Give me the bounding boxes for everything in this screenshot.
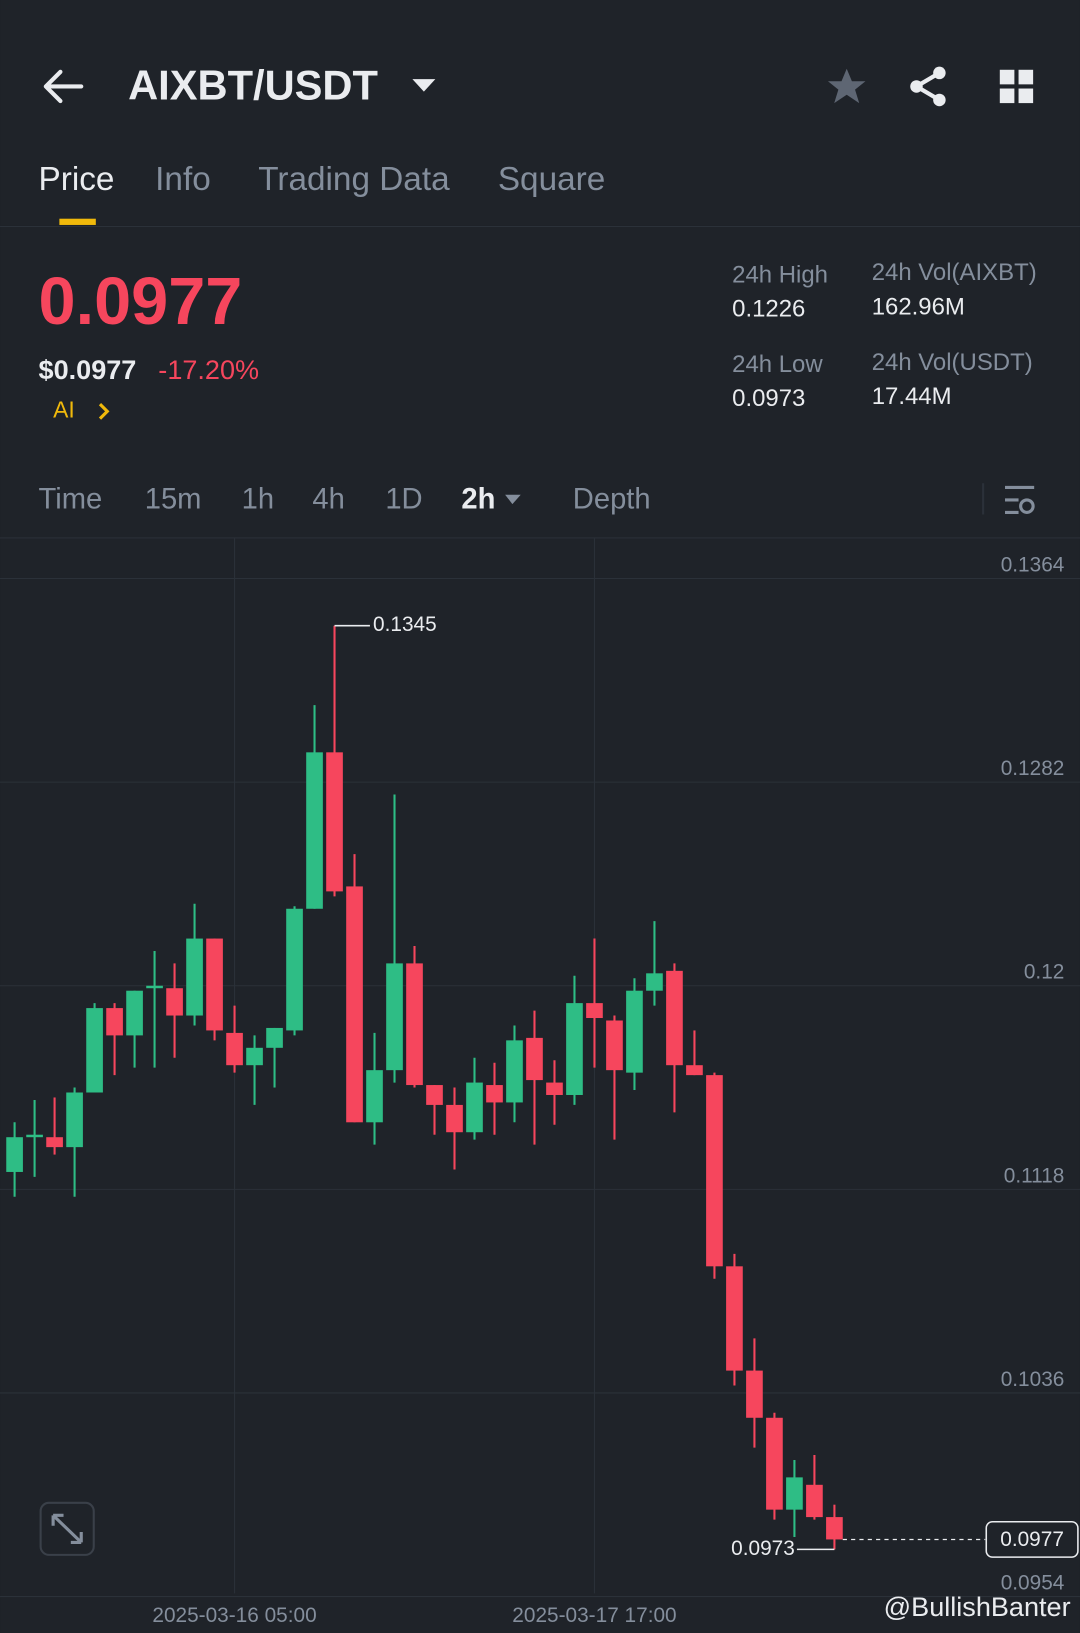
interval[interactable]: Depth <box>573 484 651 516</box>
x-tick-label: 2025-03-17 17:00 <box>512 1604 676 1627</box>
settings-icon[interactable] <box>1005 485 1035 514</box>
ai-chevron[interactable] <box>98 402 110 420</box>
y-tick-label: 0.1282 <box>1001 757 1065 780</box>
candle-body <box>86 1008 103 1093</box>
candle-body <box>446 1104 463 1133</box>
y-tick-label: 0.1364 <box>1001 554 1065 577</box>
candle-body <box>726 1266 743 1371</box>
watermark: @BullishBanter <box>884 1591 1071 1622</box>
interval[interactable]: 4h <box>312 484 344 516</box>
candle-body <box>746 1370 763 1418</box>
candle-body <box>126 990 143 1036</box>
candle-body <box>506 1040 523 1103</box>
max-marker-label: 0.1345 <box>373 613 437 636</box>
candle-body <box>626 990 643 1073</box>
divider <box>0 537 1080 539</box>
tab-indicator <box>59 218 96 225</box>
favorite-icon[interactable] <box>827 68 866 104</box>
stat-label: 24h Low <box>732 351 823 378</box>
candle-body <box>26 1134 43 1138</box>
stat-label: 24h Vol(USDT) <box>872 349 1033 376</box>
tab[interactable]: Info <box>155 161 211 198</box>
candle-body <box>486 1085 503 1103</box>
candle-body <box>466 1082 483 1133</box>
y-tick-label: 0.0954 <box>1001 1572 1065 1595</box>
stat-label: 24h Vol(AIXBT) <box>872 259 1037 286</box>
pair-title[interactable]: AIXBT/USDT <box>128 62 378 109</box>
interval[interactable]: 1h <box>242 484 274 516</box>
last-price: 0.0977 <box>39 265 243 339</box>
ai-link[interactable]: AI <box>53 396 75 422</box>
candle-body <box>546 1082 563 1095</box>
candle-body <box>386 963 403 1071</box>
stat-value: 0.0973 <box>732 385 805 412</box>
candle-body <box>266 1027 283 1048</box>
candle-body <box>226 1032 243 1066</box>
candle-body <box>46 1137 63 1148</box>
candle-body <box>286 908 303 1031</box>
separator <box>982 483 985 515</box>
chart: 0.1364 0.1282 0.12 0.1118 0.1036 0.0954 2025-0… <box>0 538 1080 1627</box>
candle-body <box>666 970 683 1066</box>
pair-caret[interactable] <box>412 79 436 92</box>
min-marker-label: 0.0973 <box>731 1537 795 1560</box>
expand-button[interactable] <box>39 1501 95 1556</box>
candle-body <box>346 886 363 1123</box>
candle-body <box>66 1092 83 1148</box>
candle-body <box>586 1003 603 1019</box>
candle-body <box>186 938 203 1016</box>
last-price-box <box>985 1520 1079 1558</box>
candle-body <box>306 752 323 909</box>
candle-body <box>426 1085 443 1105</box>
price-change: -17.20% <box>158 354 259 385</box>
candle-body <box>326 752 343 892</box>
stat-label: 24h High <box>732 261 828 288</box>
candle-body <box>526 1037 543 1081</box>
candle-body <box>686 1065 703 1076</box>
candle-body <box>766 1417 783 1510</box>
candle-body <box>246 1047 263 1066</box>
candle-body <box>166 988 183 1016</box>
y-tick-label: 0.1036 <box>1001 1368 1065 1391</box>
candle-body <box>406 963 423 1086</box>
candle-body <box>786 1477 803 1510</box>
interval-active[interactable]: 2h <box>461 484 495 516</box>
divider <box>0 225 1080 228</box>
candle-body <box>6 1137 23 1172</box>
interval[interactable]: Time <box>39 484 103 516</box>
stat-value: 17.44M <box>872 383 952 410</box>
candle-body <box>826 1517 843 1540</box>
back-button[interactable] <box>43 69 84 104</box>
y-tick-label: 0.12 <box>1024 961 1065 984</box>
tab[interactable]: Square <box>498 161 605 198</box>
stat-value: 162.96M <box>872 294 965 321</box>
last-price-label: 0.0977 <box>1000 1528 1064 1551</box>
candle-body <box>106 1008 123 1036</box>
candle-body <box>706 1075 723 1267</box>
candle-body <box>806 1484 823 1518</box>
candle-body <box>606 1020 623 1071</box>
menu-icon[interactable] <box>999 69 1034 104</box>
interval-caret[interactable] <box>505 494 521 505</box>
x-tick-label: 2025-03-16 05:00 <box>152 1604 316 1627</box>
y-tick-label: 0.1118 <box>1004 1164 1065 1187</box>
candle-body <box>146 985 163 989</box>
candle-body <box>366 1070 383 1123</box>
candle-body <box>646 973 663 991</box>
candle-body <box>206 938 223 1031</box>
stat-value: 0.1226 <box>732 296 805 323</box>
interval[interactable]: 1D <box>385 484 422 516</box>
candle-body <box>566 1003 583 1095</box>
price-usd: $0.0977 <box>39 354 137 385</box>
tab[interactable]: Trading Data <box>258 161 450 198</box>
tab[interactable]: Price <box>39 161 115 198</box>
share-icon[interactable] <box>910 66 946 107</box>
interval[interactable]: 15m <box>145 484 202 516</box>
